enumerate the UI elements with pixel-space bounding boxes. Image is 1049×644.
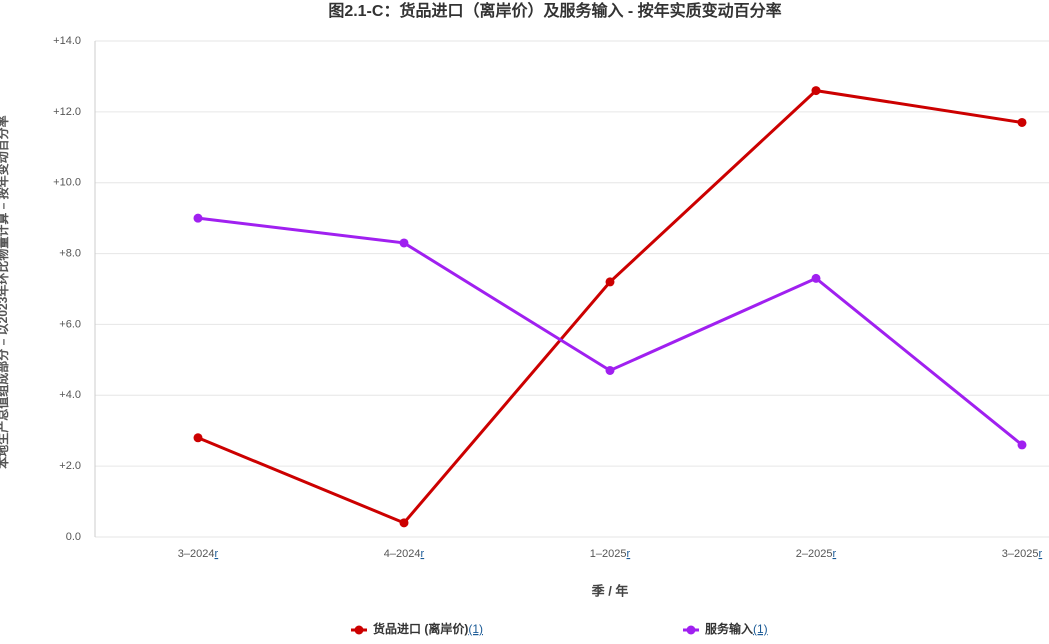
legend-name: 货品进口 (离岸价) (373, 621, 468, 636)
data-point (811, 86, 821, 96)
x-tick-label: 4–2024r (384, 548, 425, 560)
revision-link[interactable]: r (215, 548, 219, 560)
y-tick-label: +8.0 (59, 247, 81, 259)
revision-link[interactable]: r (1039, 548, 1043, 560)
category-text: 3–2024 (178, 548, 215, 560)
y-axis-title: 本地生产总值组成部分 – 以2023年环比物量计算 – 按年变动百分率 (0, 115, 10, 469)
legend-label: 服务输入(1) (705, 621, 768, 636)
x-tick-label: 2–2025r (796, 548, 837, 560)
x-tick-label: 1–2025r (590, 548, 631, 560)
data-point (1017, 117, 1027, 127)
revision-link[interactable]: r (627, 548, 631, 560)
data-point (399, 238, 409, 248)
data-point (811, 273, 821, 283)
chart-title: 图2.1-C：货品进口（离岸价）及服务输入 - 按年实质变动百分率 (328, 1, 781, 20)
data-point (605, 365, 615, 375)
y-tick-label: +14.0 (53, 35, 81, 47)
legend-label: 货品进口 (离岸价)(1) (373, 621, 483, 636)
legend-item[interactable]: 货品进口 (离岸价)(1) (351, 621, 483, 636)
legend-marker (354, 625, 364, 635)
data-point (605, 277, 615, 287)
y-tick-label: +10.0 (53, 177, 81, 189)
legend-note: (1) (753, 622, 768, 636)
x-axis-title: 季 / 年 (591, 583, 629, 598)
y-tick-label: +12.0 (53, 106, 81, 118)
y-tick-label: +4.0 (59, 389, 81, 401)
legend-note: (1) (468, 622, 483, 636)
series-line (197, 216, 1023, 447)
data-point (1017, 440, 1027, 450)
legend-name: 服务输入 (705, 621, 753, 636)
revision-link[interactable]: r (421, 548, 425, 560)
x-tick-label: 3–2025r (1002, 548, 1043, 560)
category-text: 2–2025 (796, 548, 833, 560)
category-text: 4–2024 (384, 548, 421, 560)
y-tick-label: +6.0 (59, 318, 81, 330)
y-tick-label: 0.0 (66, 531, 81, 543)
data-point (193, 213, 203, 223)
data-point (399, 518, 409, 528)
category-text: 3–2025 (1002, 548, 1039, 560)
legend-marker (686, 625, 696, 635)
category-text: 1–2025 (590, 548, 627, 560)
revision-link[interactable]: r (833, 548, 837, 560)
data-point (193, 433, 203, 443)
legend-item[interactable]: 服务输入(1) (683, 621, 768, 636)
x-tick-label: 3–2024r (178, 548, 219, 560)
series-line (197, 89, 1023, 525)
y-tick-label: +2.0 (59, 460, 81, 472)
